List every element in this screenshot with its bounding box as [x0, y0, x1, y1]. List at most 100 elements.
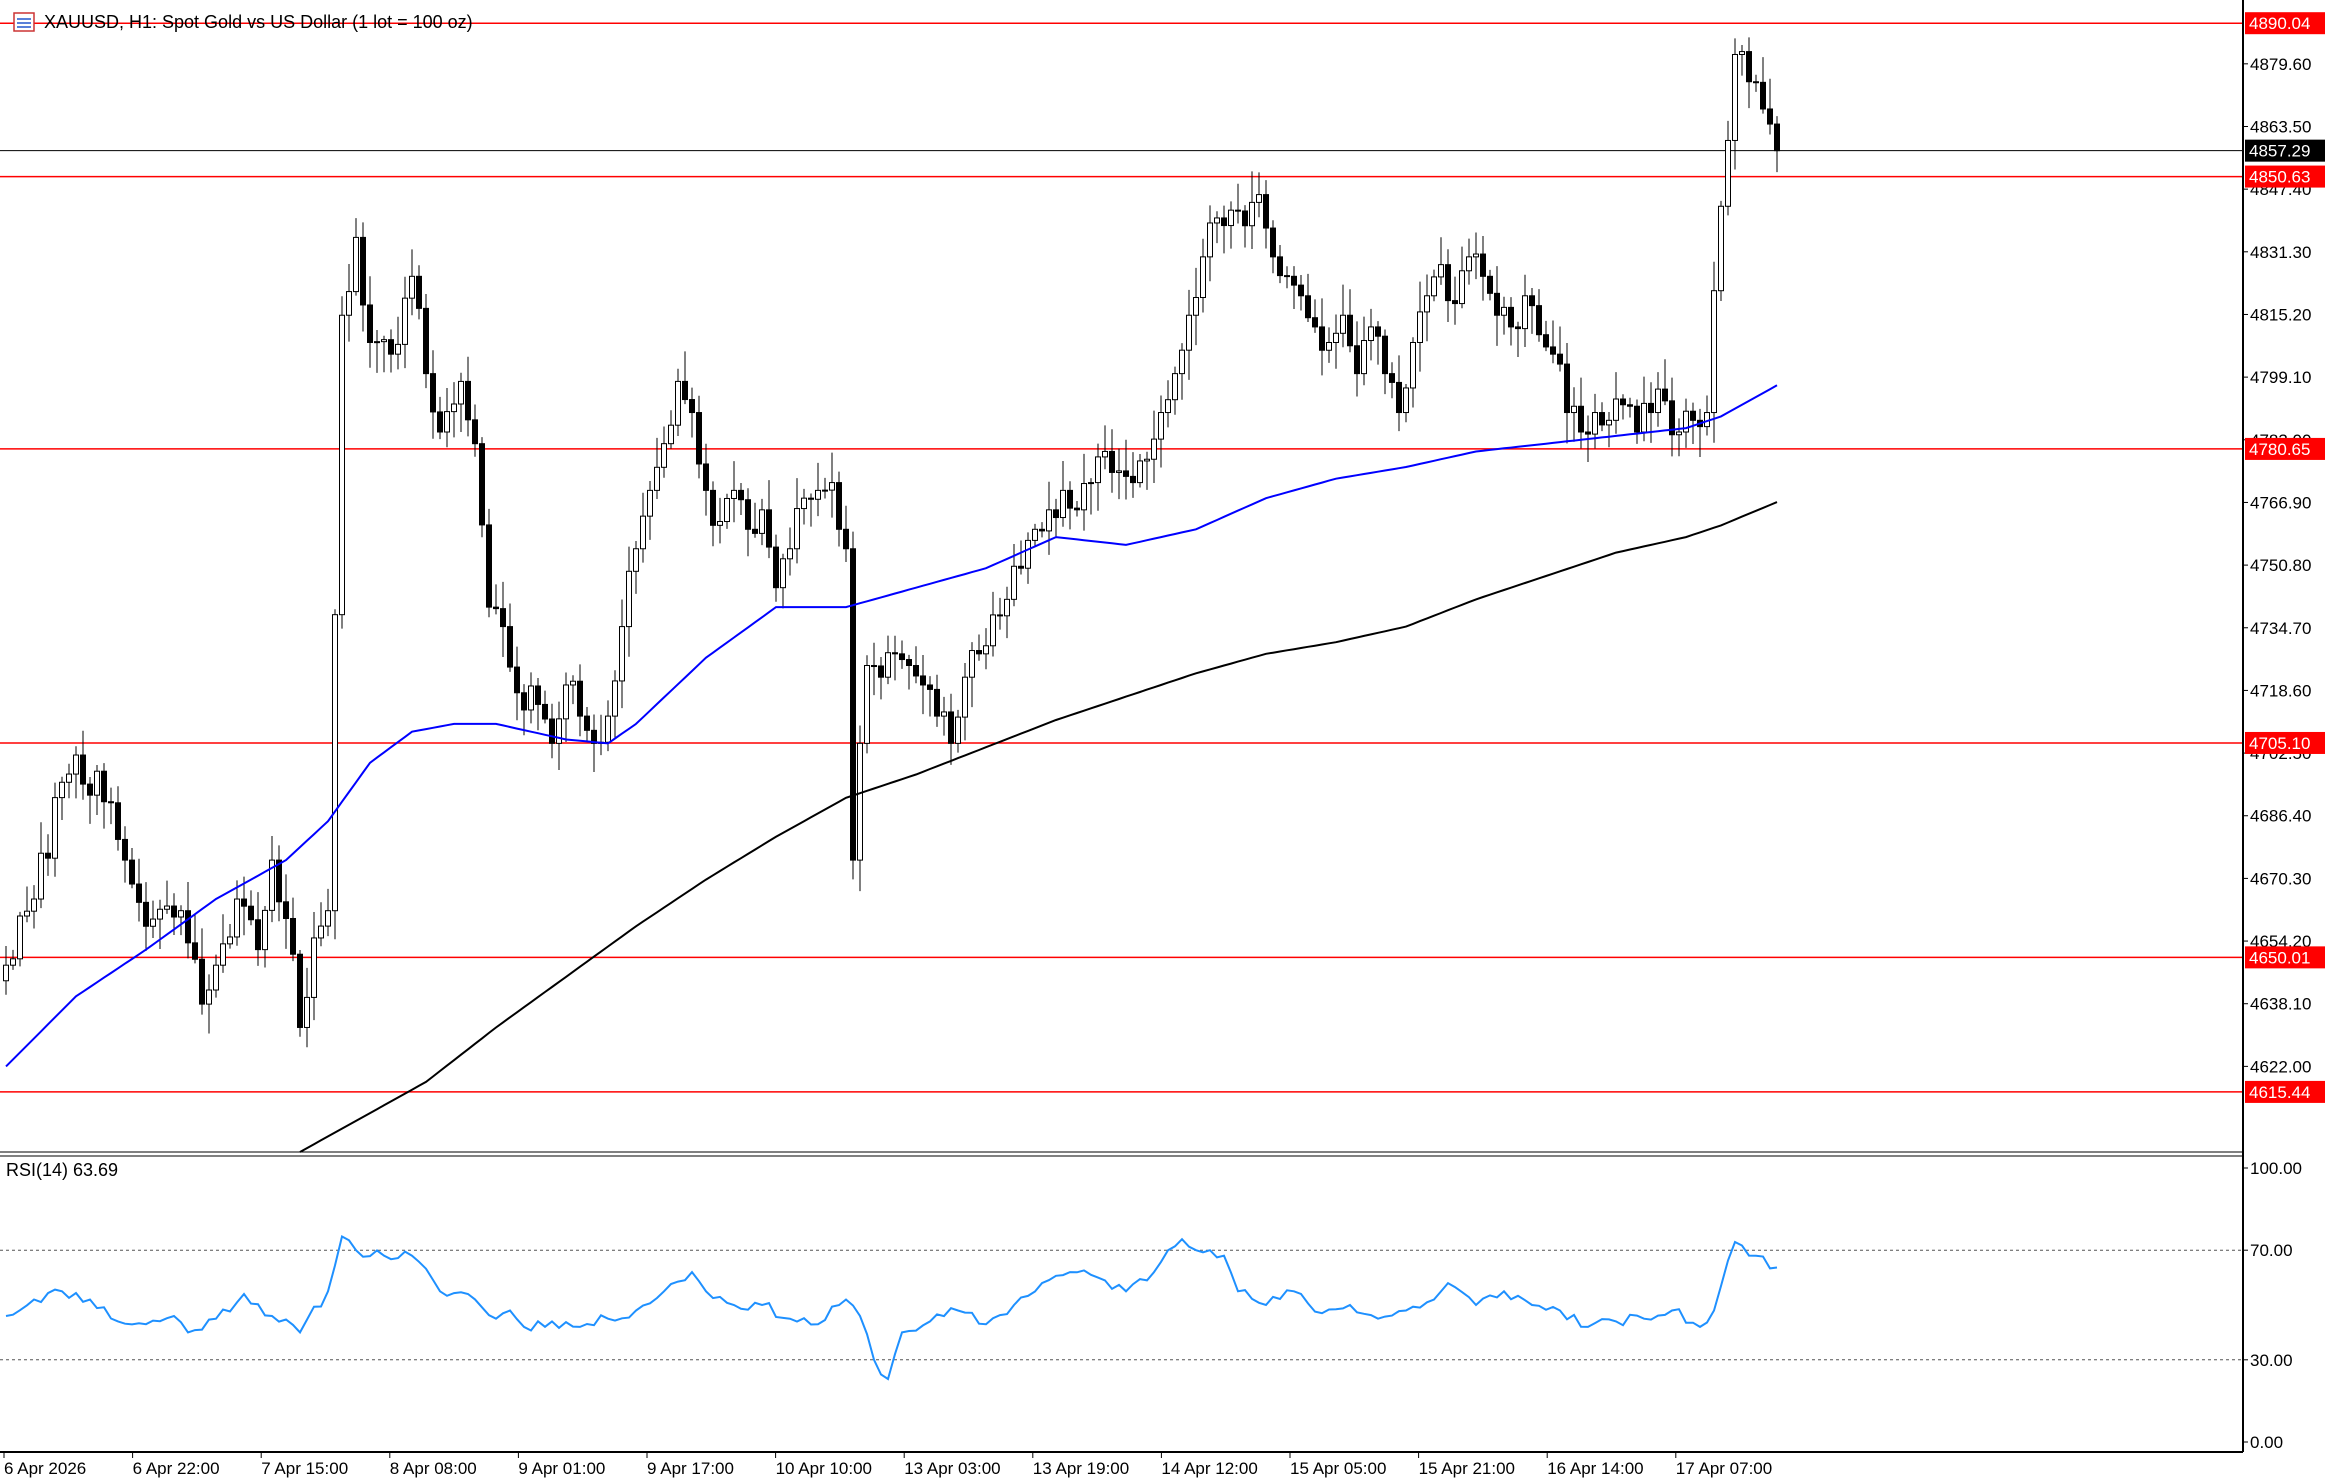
candle-body [1361, 340, 1367, 375]
candle-body [199, 958, 205, 1005]
candle [1214, 211, 1220, 244]
candle [136, 858, 142, 922]
candle [780, 553, 786, 609]
candle [1361, 316, 1367, 386]
candle-body [1193, 297, 1199, 316]
candle-body [1032, 528, 1038, 541]
candle-body [31, 898, 37, 912]
candle-body [591, 729, 597, 744]
candle-body [976, 650, 982, 655]
candle [906, 654, 912, 690]
candle-body [1102, 450, 1108, 458]
candle [990, 591, 996, 657]
candle-body [1067, 489, 1073, 509]
candle [1088, 478, 1094, 515]
candle-body [780, 558, 786, 589]
candle-body [465, 380, 471, 421]
candle [52, 782, 58, 877]
candle [353, 218, 359, 296]
time-axis: 6 Apr 2026 6 Apr 22:00 7 Apr 15:00 8 Apr 08… [3, 1452, 1772, 1478]
candle [1501, 296, 1507, 335]
candle [1508, 297, 1514, 346]
candle-body [73, 754, 79, 775]
candle-body [1088, 482, 1094, 485]
candle-body [1445, 264, 1451, 302]
candle [1137, 453, 1143, 488]
candle-body [717, 521, 723, 526]
candle-body [178, 910, 184, 918]
candle [1662, 359, 1668, 406]
candle-body [1501, 306, 1507, 316]
candle [1410, 337, 1416, 408]
candle [794, 478, 800, 564]
candle-body [801, 497, 807, 510]
candle-body [1494, 292, 1500, 316]
candle-body [451, 403, 457, 413]
candle [815, 462, 821, 517]
candle [430, 350, 436, 439]
candle-body [1340, 314, 1346, 334]
candle-body [1438, 264, 1444, 278]
candle [388, 329, 394, 373]
candle-body [1214, 217, 1220, 224]
candle-body [395, 343, 401, 355]
candle-body [521, 692, 527, 711]
candle [1599, 402, 1605, 432]
candle-body [1228, 209, 1234, 227]
candle-body [1613, 398, 1619, 421]
candle [17, 911, 23, 967]
candle [1200, 238, 1206, 313]
candle-body [1767, 108, 1773, 125]
chart-window-icon[interactable] [13, 12, 35, 32]
candle-body [332, 614, 338, 912]
level-price-tag-label: 4890.04 [2249, 14, 2310, 33]
candle [199, 928, 205, 1015]
candle [108, 787, 114, 825]
candle-body [920, 675, 926, 686]
candle [591, 714, 597, 772]
candle-body [724, 497, 730, 523]
candle-body [500, 608, 506, 628]
candle-body [836, 482, 842, 530]
candle [150, 900, 156, 939]
candle [339, 296, 345, 629]
candle-body [1592, 412, 1598, 435]
candle-body [52, 797, 58, 859]
candle-body [1382, 335, 1388, 375]
candle [1333, 314, 1339, 369]
candle-body [45, 852, 51, 859]
time-tick-label: 15 Apr 21:00 [1419, 1459, 1515, 1478]
candle-body [1326, 341, 1332, 351]
candle-body [1634, 405, 1640, 433]
candle-body [1396, 381, 1402, 414]
candle [465, 356, 471, 437]
candle-body [262, 909, 268, 951]
candle [633, 541, 639, 594]
candle [493, 584, 499, 615]
candle [10, 949, 16, 970]
candle [255, 892, 261, 966]
candle-body [1354, 345, 1360, 375]
candle-body [10, 958, 16, 966]
candle-body [311, 937, 317, 998]
candle-body [1515, 326, 1521, 330]
candle [1305, 273, 1311, 323]
candle [1753, 74, 1759, 92]
price-tick-label: 4622.00 [2250, 1057, 2311, 1076]
candle [773, 534, 779, 602]
candle [1179, 343, 1185, 400]
price-tick-label: 4863.50 [2250, 117, 2311, 136]
candle [913, 646, 919, 684]
candle [1564, 342, 1570, 444]
candle [1291, 266, 1297, 310]
candle-body [556, 718, 562, 744]
candle-body [1158, 412, 1164, 440]
candle-body [1291, 275, 1297, 286]
candle [1550, 320, 1556, 364]
candle [1151, 410, 1157, 484]
candle [920, 655, 926, 715]
candle-body [927, 684, 933, 690]
candle [654, 437, 660, 500]
candle [1459, 246, 1465, 309]
level-price-tag-label: 4705.10 [2249, 734, 2310, 753]
